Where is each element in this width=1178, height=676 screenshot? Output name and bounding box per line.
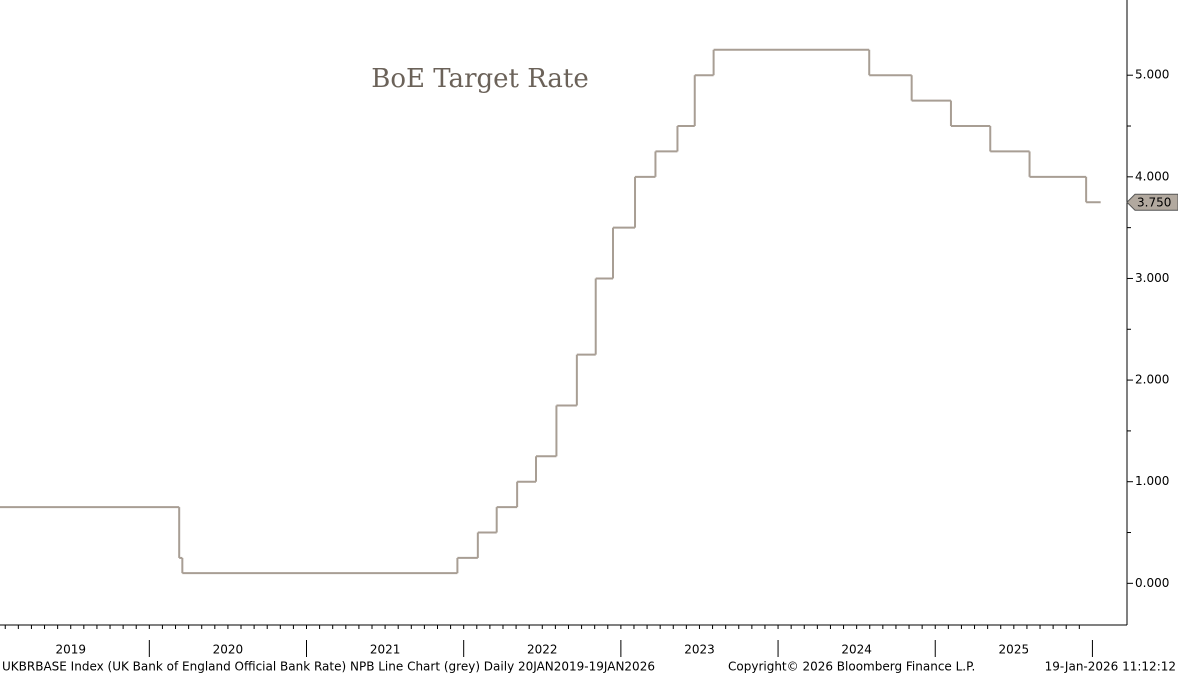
chart-title: BoE Target Rate — [371, 64, 589, 94]
y-tick-label: 5.000 — [1135, 68, 1169, 82]
footer-timestamp: 19-Jan-2026 11:12:12 — [1045, 660, 1176, 674]
x-tick-label: 2024 — [841, 643, 872, 657]
x-tick-label: 2023 — [684, 643, 715, 657]
y-tick-label: 4.000 — [1135, 169, 1169, 183]
y-tick-label: 1.000 — [1135, 474, 1169, 488]
x-tick-label: 2021 — [370, 643, 401, 657]
x-tick-label: 2020 — [213, 643, 244, 657]
x-tick-label: 2022 — [527, 643, 558, 657]
x-tick-label: 2019 — [55, 643, 86, 657]
last-value-tag — [1126, 193, 1178, 211]
y-tick-label: 3.000 — [1135, 271, 1169, 285]
x-tick-label: 2025 — [999, 643, 1030, 657]
footer-description: UKBRBASE Index (UK Bank of England Offic… — [2, 660, 655, 674]
last-value-label: 3.750 — [1137, 196, 1171, 210]
footer-copyright: Copyright© 2026 Bloomberg Finance L.P. — [728, 660, 975, 674]
y-tick-label: 0.000 — [1135, 576, 1169, 590]
y-tick-label: 2.000 — [1135, 373, 1169, 387]
